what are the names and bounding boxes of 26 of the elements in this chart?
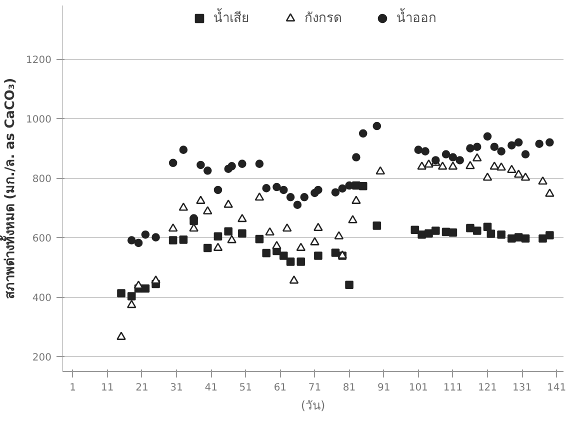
legend-label: น้ำออก [396,7,436,28]
x-tick-label: 131 [512,382,532,394]
legend-label: กังกรด [304,10,342,28]
x-tick-label: 41 [204,382,218,394]
x-tick-label: 101 [408,382,428,394]
y-tick-label: 400 [32,293,52,304]
x-tick-label: 1 [70,382,76,394]
x-axis-title: (วัน) [300,398,326,412]
legend-label: น้ำเสีย [214,7,250,28]
x-tick-label: 121 [478,382,498,394]
x-tick-label: 31 [170,382,183,394]
x-tick-label: 51 [239,382,252,394]
y-axis-title: สภาพด่างทั้งหมด (มก./ล. as CaCO₃) [0,78,18,300]
y-tick-label: 800 [32,174,52,186]
x-tick-label: 91 [377,382,390,394]
x-tick-label: 71 [308,382,322,394]
x-tick-label: 81 [342,382,356,394]
y-tick-label: 1200 [26,55,52,66]
x-tick-label: 61 [274,382,287,394]
y-tick-label: 1000 [26,114,52,126]
x-tick-label: 141 [547,382,566,394]
y-tick-label: 200 [32,352,52,364]
x-tick-label: 111 [443,382,462,394]
x-tick-label: 11 [101,382,114,394]
y-tick-label: 600 [32,234,52,245]
x-tick-label: 21 [136,382,148,394]
